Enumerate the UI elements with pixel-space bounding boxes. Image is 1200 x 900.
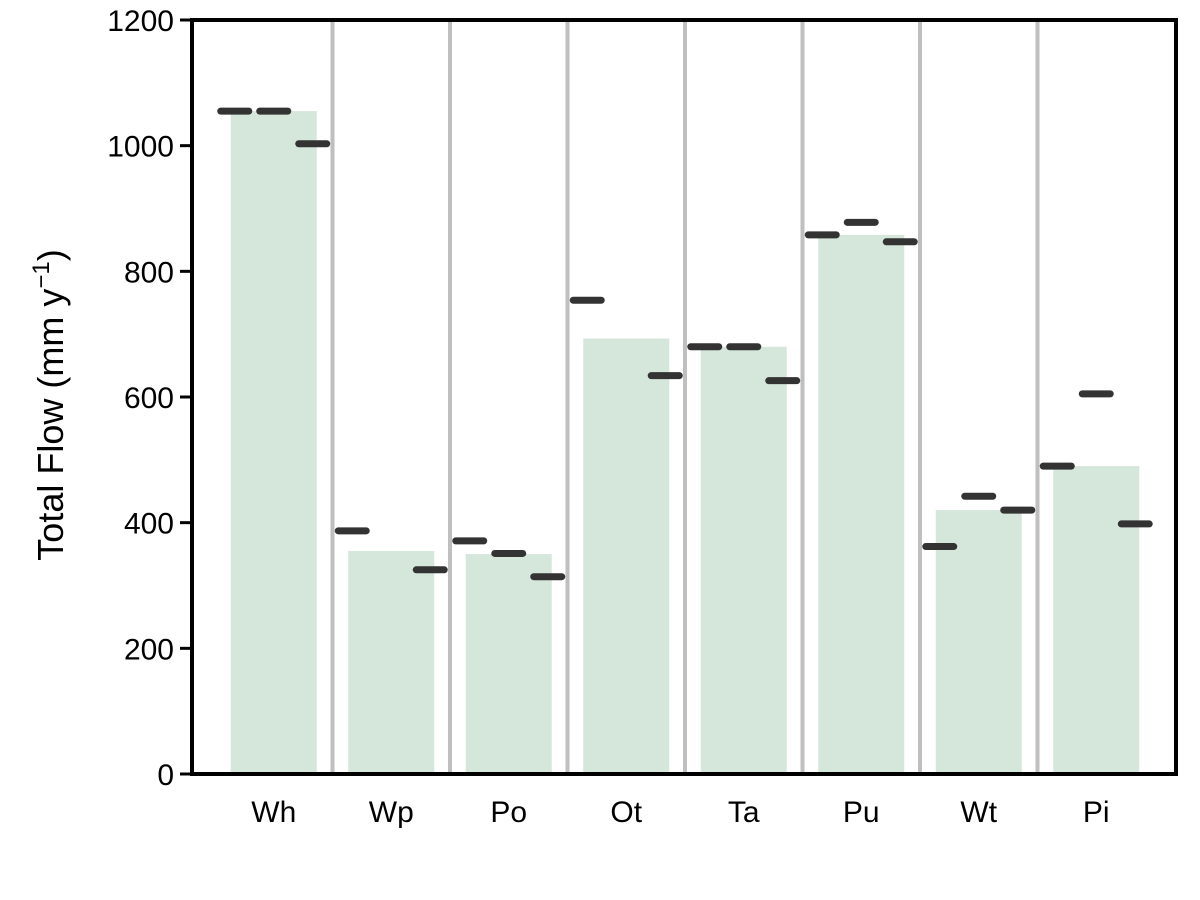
y-tick-label: 200 — [124, 633, 174, 666]
y-tick-label: 400 — [124, 508, 174, 541]
x-tick-label: Wh — [251, 796, 296, 829]
y-tick-label: 1200 — [107, 5, 174, 38]
bar-ot — [583, 338, 670, 774]
x-tick-label: Pi — [1083, 796, 1110, 829]
bar-ta — [700, 346, 787, 774]
y-tick-label: 0 — [157, 759, 174, 792]
bar-pi — [1053, 466, 1140, 774]
bar-pu — [818, 234, 905, 774]
y-axis-title-superscript: −1 — [28, 261, 55, 288]
x-tick-label: Pu — [843, 796, 880, 829]
bars — [230, 111, 1140, 774]
y-axis-title-close: ) — [30, 249, 71, 261]
y-tick-label: 800 — [124, 256, 174, 289]
x-tick-label: Ot — [610, 796, 642, 829]
bar-po — [465, 554, 552, 774]
x-tick-label: Ta — [728, 796, 760, 829]
y-axis-title: Total Flow (mm y−1) — [28, 249, 71, 560]
x-axis-labels: Wh Wp Po Ot Ta Pu Wt Pi — [251, 796, 1109, 829]
x-tick-label: Po — [490, 796, 527, 829]
bar-wt — [935, 510, 1022, 774]
category-separators — [330, 20, 1040, 774]
bar-wh — [230, 111, 317, 774]
y-axis-title-main: Total Flow (mm y — [30, 289, 71, 561]
y-axis-ticks: 0 200 400 600 800 1000 1200 — [107, 5, 192, 792]
markers — [217, 107, 1153, 581]
x-tick-label: Wt — [960, 796, 997, 829]
x-tick-label: Wp — [369, 796, 414, 829]
y-tick-label: 600 — [124, 382, 174, 415]
y-tick-label: 1000 — [107, 131, 174, 164]
bar-wp — [348, 550, 435, 774]
